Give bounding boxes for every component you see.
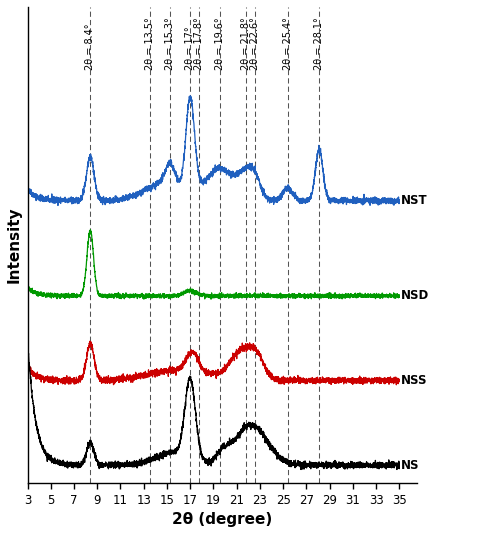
Text: 2θ = 22.6°: 2θ = 22.6° [250, 18, 260, 70]
Text: 2θ = 19.6°: 2θ = 19.6° [215, 18, 225, 70]
Text: 2θ = 28.1°: 2θ = 28.1° [314, 18, 324, 70]
Y-axis label: Intensity: Intensity [7, 207, 22, 284]
X-axis label: 2θ (degree): 2θ (degree) [172, 512, 272, 527]
Text: 2θ = 13.5°: 2θ = 13.5° [144, 18, 155, 70]
Text: NSS: NSS [401, 374, 428, 387]
Text: 2θ = 15.3°: 2θ = 15.3° [166, 18, 176, 70]
Text: NS: NS [401, 459, 420, 472]
Text: 2θ = 17°: 2θ = 17° [185, 27, 195, 70]
Text: NST: NST [401, 194, 428, 207]
Text: 2θ = 25.4°: 2θ = 25.4° [283, 18, 293, 70]
Text: NSD: NSD [401, 289, 430, 302]
Text: 2θ = 21.8°: 2θ = 21.8° [241, 18, 251, 70]
Text: 2θ = 17.8°: 2θ = 17.8° [194, 18, 204, 70]
Text: 2θ = 8.4°: 2θ = 8.4° [85, 24, 95, 70]
